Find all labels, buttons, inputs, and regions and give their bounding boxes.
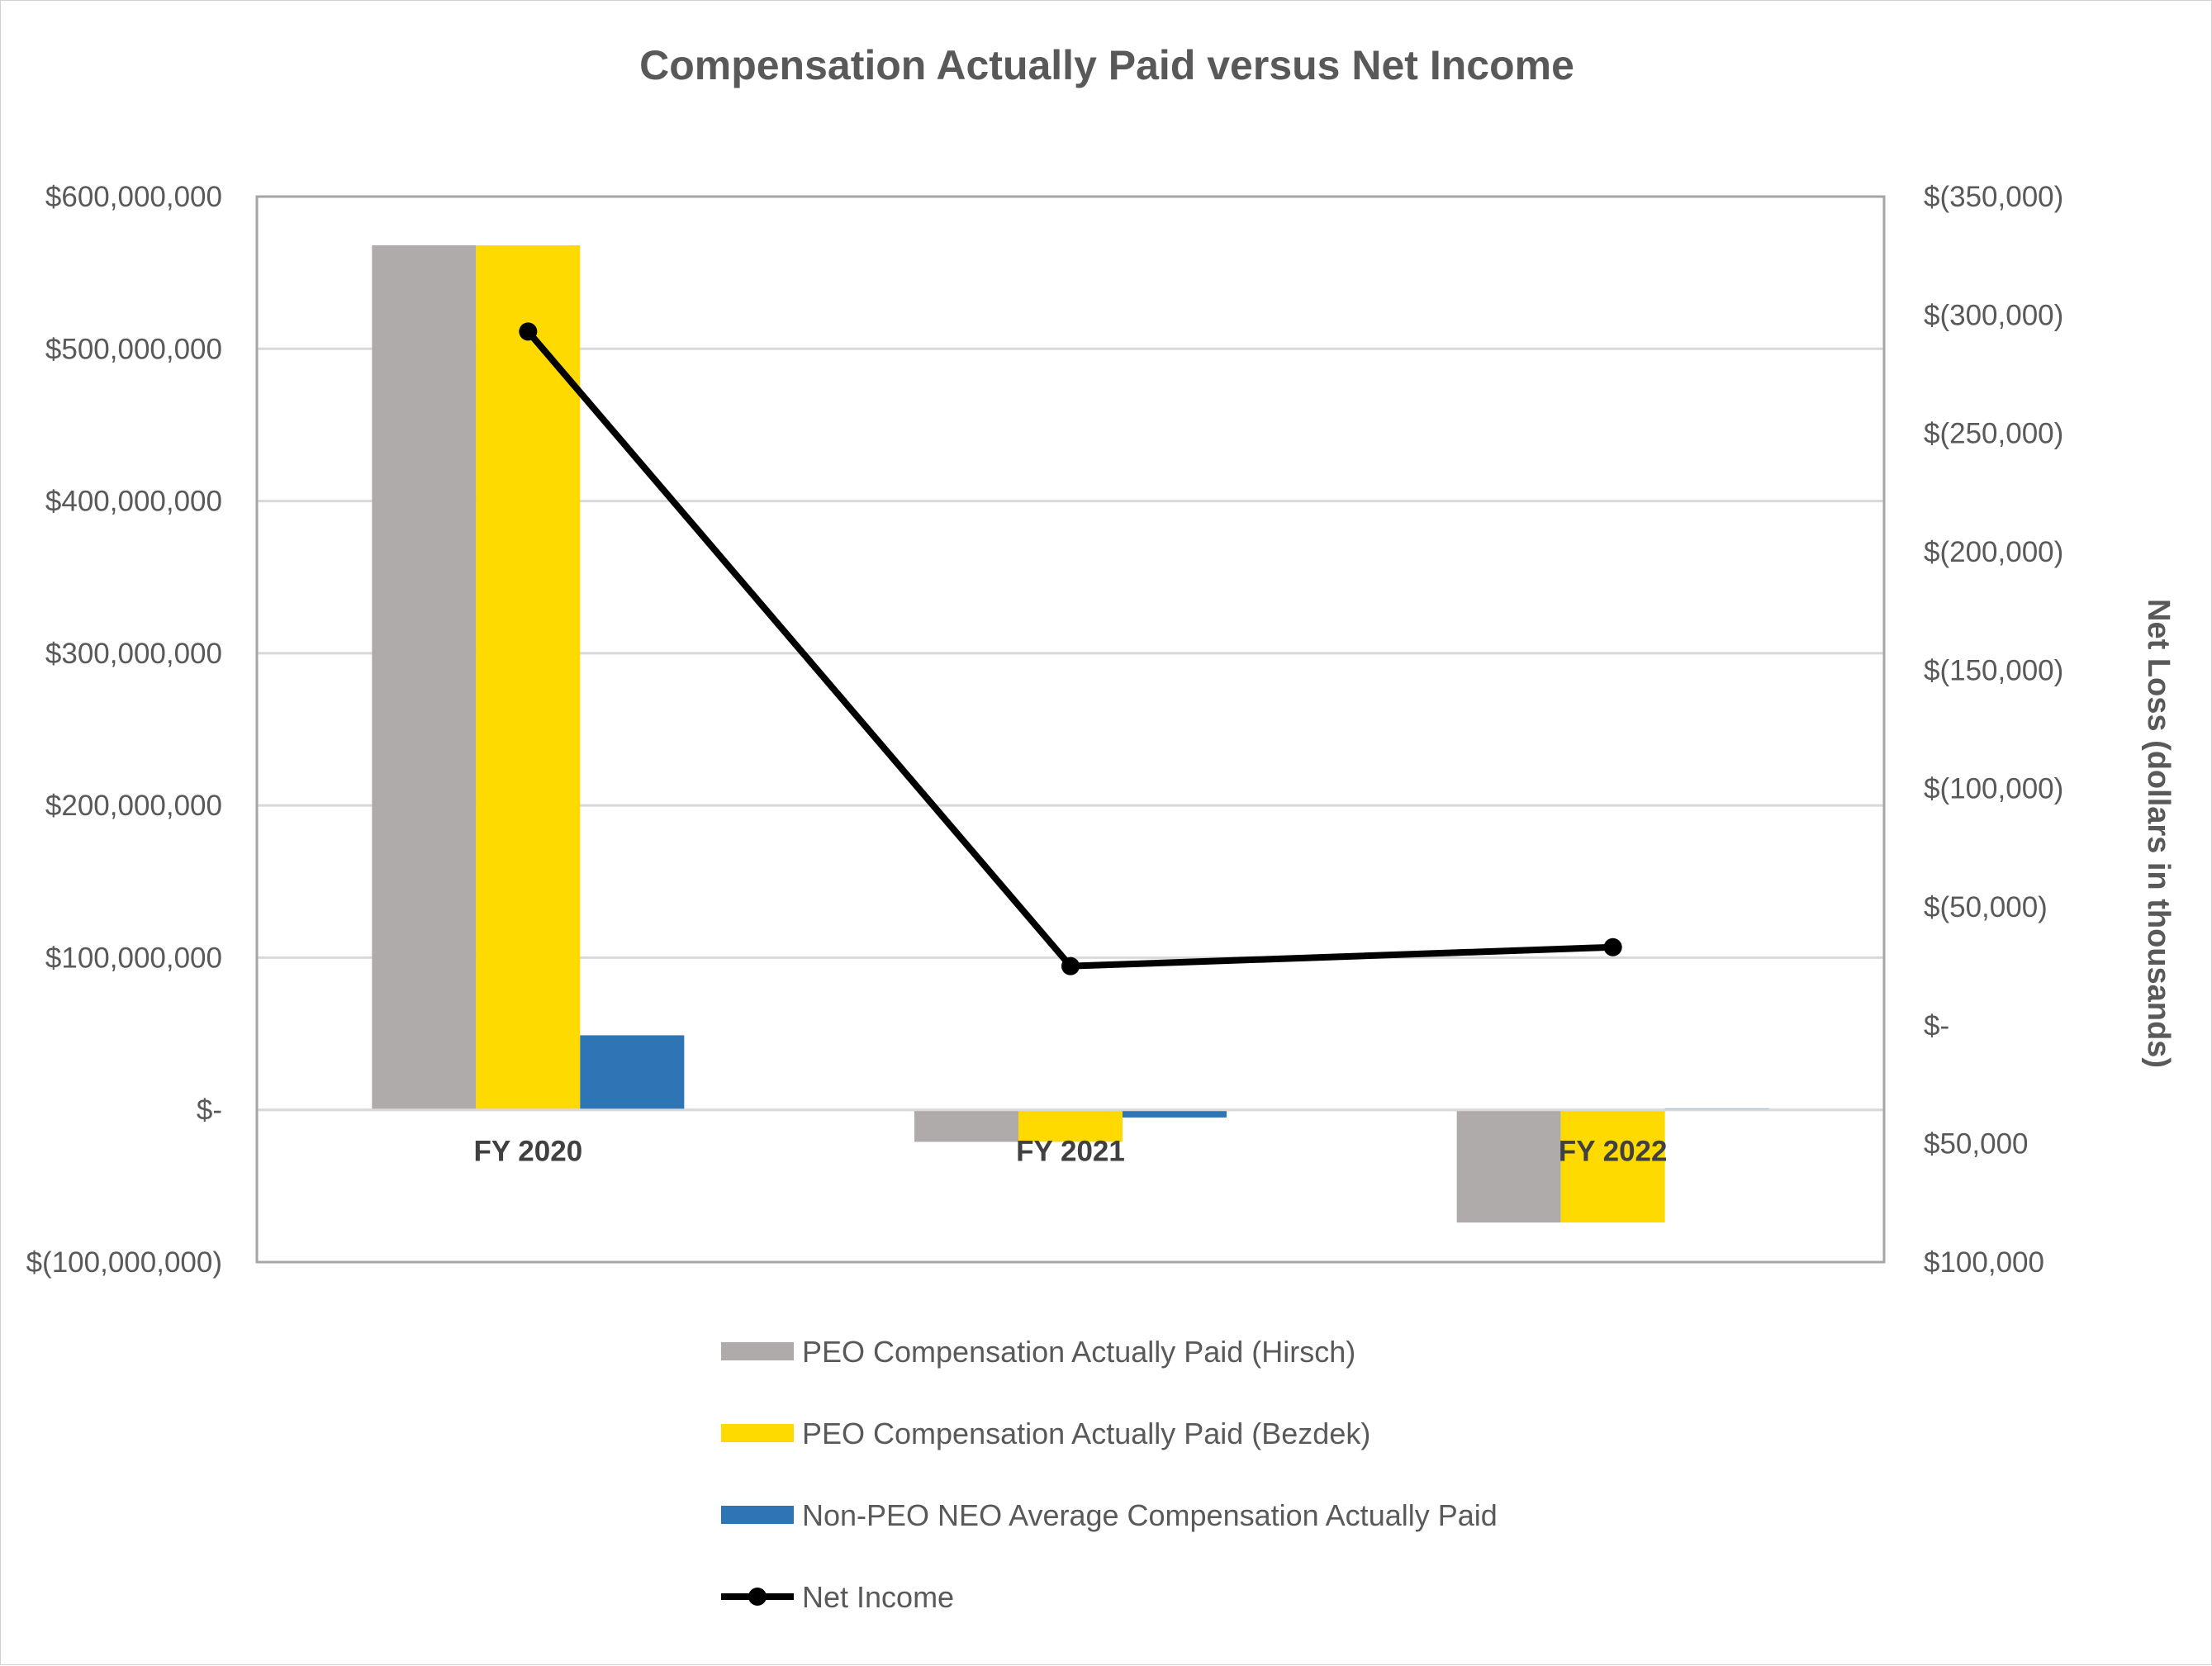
bar	[1456, 1109, 1561, 1223]
line-path	[525, 329, 1613, 970]
bar	[1123, 1109, 1227, 1118]
bar	[372, 244, 477, 1110]
y-axis-left-ticks: $600,000,000 $500,000,000 $400,000,000 $300…	[26, 181, 222, 1279]
y-axis-right-title: Net Loss (dollars in thousands)	[2141, 599, 2176, 1068]
bar	[580, 1035, 685, 1110]
y-left-tick-label: $500,000,000	[45, 333, 222, 365]
legend-label: PEO Compensation Actually Paid (Hirsch)	[802, 1335, 1355, 1369]
y-left-tick-label: $400,000,000	[45, 486, 222, 518]
y-left-tick-label: $100,000,000	[45, 942, 222, 974]
y-right-tick-label: $(50,000)	[1924, 891, 2048, 923]
y-right-tick-label: $(100,000)	[1924, 773, 2063, 805]
y-right-tick-label: $-	[1924, 1009, 1949, 1042]
y-right-tick-label: $(200,000)	[1924, 536, 2063, 568]
legend-swatch	[721, 1424, 794, 1442]
legend-label: Non-PEO NEO Average Compensation Actuall…	[802, 1498, 1498, 1532]
bar	[914, 1109, 1018, 1142]
y-left-tick-label: $300,000,000	[45, 638, 222, 670]
legend-swatch	[721, 1506, 794, 1524]
legend-label: Net Income	[802, 1580, 954, 1614]
bar	[1018, 1109, 1123, 1142]
net-income-line	[519, 322, 1622, 975]
chart-title: Compensation Actually Paid versus Net In…	[639, 42, 1574, 88]
bar	[1560, 1109, 1665, 1223]
y-right-tick-label: $50,000	[1924, 1128, 2029, 1161]
line-point	[1603, 937, 1622, 956]
y-left-tick-label: $200,000,000	[45, 790, 222, 822]
y-right-tick-label: $(250,000)	[1924, 418, 2063, 450]
y-right-tick-label: $(150,000)	[1924, 654, 2063, 686]
category-label: FY 2022	[1559, 1136, 1668, 1168]
y-left-tick-label: $600,000,000	[45, 181, 222, 213]
y-right-tick-label: $(350,000)	[1924, 181, 2063, 213]
category-label: FY 2021	[1016, 1136, 1125, 1168]
category-label: FY 2020	[473, 1136, 582, 1168]
legend-marker	[748, 1588, 767, 1606]
line-point	[1061, 956, 1080, 975]
bar	[476, 244, 581, 1110]
legend: PEO Compensation Actually Paid (Hirsch) P…	[721, 1335, 1498, 1614]
legend-label: PEO Compensation Actually Paid (Bezdek)	[802, 1417, 1370, 1450]
legend-swatch	[721, 1342, 794, 1360]
y-right-tick-label: $100,000	[1924, 1246, 2044, 1279]
bars	[257, 244, 1884, 1223]
y-axis-right-ticks: $(350,000) $(300,000) $(250,000) $(200,000)…	[1924, 181, 2063, 1279]
y-left-tick-label: $-	[197, 1094, 222, 1127]
y-right-tick-label: $(300,000)	[1924, 299, 2063, 331]
category-labels: FY 2020 FY 2021 FY 2022	[473, 1136, 1667, 1168]
y-left-tick-label: $(100,000,000)	[26, 1246, 222, 1279]
plot-area-border	[255, 195, 1886, 1264]
line-point	[519, 322, 538, 341]
